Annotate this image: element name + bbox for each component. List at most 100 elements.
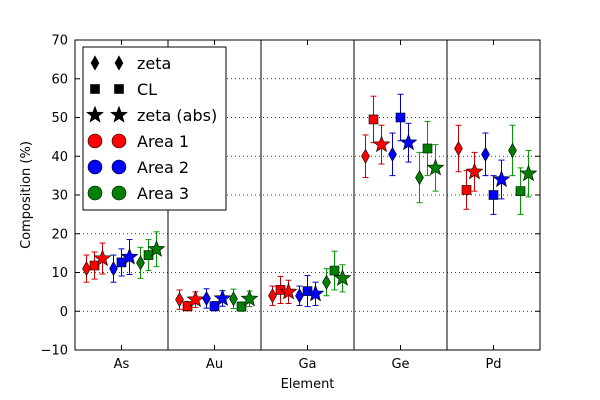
point-marker <box>481 146 490 162</box>
point-marker <box>388 146 397 162</box>
y-axis-label: Composition (%) <box>19 141 34 249</box>
data-point-au-area3-zeta_abs <box>240 289 259 308</box>
data-point-au-area1-zeta <box>175 289 184 310</box>
point-marker <box>395 112 406 123</box>
data-point-pd-area3-cl <box>515 167 526 215</box>
data-point-ga-area3-cl <box>329 250 340 291</box>
point-marker <box>182 301 193 312</box>
data-point-ga-area3-zeta <box>322 268 331 297</box>
marks-layer <box>82 93 538 312</box>
point-marker <box>368 114 379 125</box>
point-marker <box>465 162 484 180</box>
legend-entry-area1: Area 1 <box>87 132 189 151</box>
x-axis-label: Element <box>281 377 335 392</box>
point-marker <box>333 268 352 286</box>
x-tick-label-au: Au <box>206 357 223 372</box>
point-marker <box>82 261 91 277</box>
data-point-as-area1-zeta_abs <box>93 242 112 275</box>
legend-marker <box>111 133 127 149</box>
data-point-ga-area1-zeta <box>268 285 277 306</box>
legend-entry-area2: Area 2 <box>87 158 189 177</box>
point-marker <box>120 247 139 265</box>
grid-layer <box>75 78 540 312</box>
data-point-as-area3-zeta_abs <box>147 231 166 268</box>
data-point-pd-area3-zeta_abs <box>519 149 538 198</box>
point-marker <box>422 143 433 154</box>
data-point-pd-area1-zeta <box>454 124 463 173</box>
point-marker <box>454 140 463 157</box>
axis-layer: −10 0 10 20 30 40 50 60 70 As Au Ga Ge Pd <box>41 34 540 372</box>
y-tick-label: 0 <box>60 305 68 320</box>
data-point-as-area1-zeta <box>82 254 91 283</box>
data-point-ga-area3-zeta_abs <box>333 264 352 293</box>
data-point-pd-area2-zeta_abs <box>492 159 511 200</box>
data-point-as-area1-cl <box>89 251 100 280</box>
data-point-ge-area2-zeta <box>388 132 397 177</box>
legend-entry-area3: Area 3 <box>87 184 189 203</box>
legend-label: CL <box>137 80 157 99</box>
point-marker <box>229 291 238 307</box>
legend-marker <box>111 159 127 175</box>
point-marker <box>372 135 391 153</box>
point-marker <box>426 158 445 176</box>
x-tick-label-ge: Ge <box>391 357 409 372</box>
legend-marker <box>87 133 103 149</box>
data-point-as-area3-zeta <box>136 246 145 279</box>
legend-label: zeta <box>137 54 171 73</box>
data-point-pd-area2-cl <box>488 175 499 215</box>
point-marker <box>136 255 145 271</box>
legend-frame <box>82 46 227 211</box>
point-marker <box>147 239 166 257</box>
data-point-pd-area2-zeta <box>481 132 490 177</box>
data-point-ge-area3-zeta <box>415 151 424 204</box>
point-marker <box>322 274 331 290</box>
point-marker <box>279 282 298 300</box>
point-marker <box>488 190 499 200</box>
data-point-au-area2-zeta_abs <box>213 289 232 307</box>
legend-marker <box>114 84 124 94</box>
point-marker <box>515 186 526 196</box>
point-marker <box>236 301 247 312</box>
data-point-au-area2-cl <box>209 301 220 312</box>
data-point-ge-area3-cl <box>422 120 433 177</box>
point-marker <box>213 289 232 307</box>
data-point-ga-area2-zeta_abs <box>306 281 325 306</box>
data-point-ge-area1-zeta <box>361 134 370 179</box>
point-marker <box>415 169 424 186</box>
data-point-au-area3-zeta <box>229 288 238 310</box>
legend-marker <box>90 84 100 94</box>
point-marker <box>361 148 370 164</box>
legend-marker <box>86 105 104 123</box>
point-marker <box>202 290 211 307</box>
point-marker <box>399 133 418 151</box>
y-tick-label: −10 <box>41 344 68 359</box>
point-marker <box>89 260 100 271</box>
data-point-ge-area3-zeta_abs <box>426 144 445 192</box>
point-marker <box>329 265 340 276</box>
legend-marker <box>114 55 124 71</box>
point-marker <box>268 288 277 304</box>
data-point-as-area2-zeta_abs <box>120 239 139 275</box>
point-marker <box>175 292 184 308</box>
legend-label: zeta (abs) <box>137 106 217 125</box>
point-marker <box>492 170 511 188</box>
y-tick-label: 30 <box>51 189 68 204</box>
point-marker <box>93 249 112 267</box>
data-point-au-area2-zeta <box>202 288 211 309</box>
data-point-ge-area1-cl <box>368 95 379 144</box>
data-point-pd-area1-cl <box>461 170 472 210</box>
data-point-ga-area1-cl <box>275 275 286 304</box>
data-point-ge-area1-zeta_abs <box>372 124 391 165</box>
legend: zeta CL zeta (abs) Area 1 Area 2 Area 3 <box>82 46 227 211</box>
point-marker <box>186 290 205 308</box>
legend-label: Area 3 <box>137 184 189 203</box>
legend-label: Area 2 <box>137 158 189 177</box>
legend-label: Area 1 <box>137 132 189 151</box>
legend-marker <box>87 185 103 201</box>
data-point-ga-area2-zeta <box>295 285 304 306</box>
legend-marker <box>110 105 128 123</box>
data-point-au-area1-cl <box>182 301 193 312</box>
x-tick-label-as: As <box>114 357 130 372</box>
legend-entry-zeta: zeta <box>90 54 171 73</box>
